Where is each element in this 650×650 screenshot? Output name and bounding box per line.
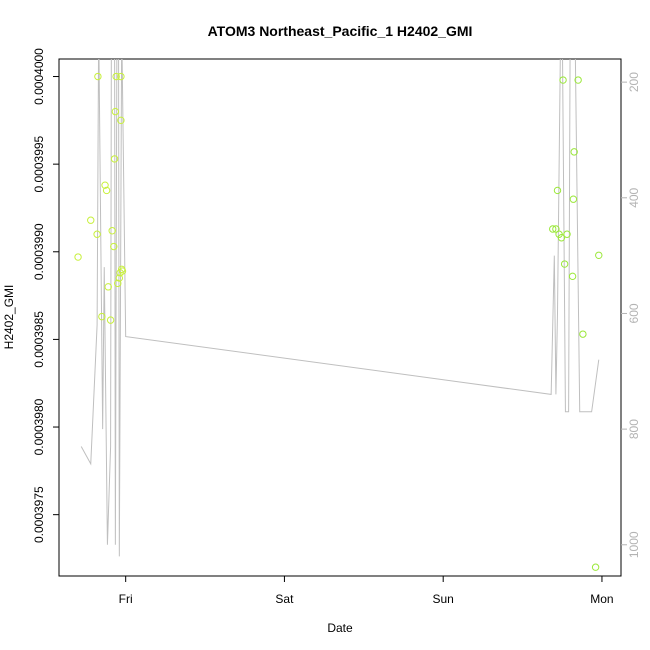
data-point (117, 72, 125, 81)
series-line (80, 59, 600, 557)
data-point (118, 267, 127, 275)
y2-tick-label: 800 (627, 419, 641, 439)
data-point (94, 72, 102, 81)
data-point (104, 283, 112, 291)
secondary-y-axis: 200 400 600 800 1000 (621, 72, 641, 558)
y2-tick-label: 400 (627, 187, 641, 207)
data-point (569, 195, 578, 203)
x-tick-label: Mon (590, 592, 613, 606)
data-point (110, 155, 119, 163)
series-layer (74, 59, 603, 571)
data-point (574, 76, 582, 84)
y-tick-label: 0.0003975 (32, 486, 46, 543)
y-tick-label: 0.0003995 (32, 135, 46, 192)
y-tick-label: 0.0003985 (32, 311, 46, 368)
data-point (108, 227, 116, 235)
data-point (591, 563, 600, 571)
data-point (106, 316, 115, 324)
plot-area (58, 58, 622, 577)
y-axis-label: H2402_GMI (2, 285, 16, 350)
data-point (93, 230, 101, 238)
data-point (115, 274, 124, 282)
data-point (112, 72, 120, 81)
data-point (116, 269, 124, 277)
data-point (557, 234, 566, 242)
data-point (560, 260, 569, 268)
y-tick-label: 0.0004000 (32, 48, 46, 105)
y2-tick-label: 600 (627, 303, 641, 323)
data-point (553, 186, 562, 195)
data-point (74, 253, 82, 261)
data-point (98, 312, 106, 321)
data-point (102, 186, 111, 195)
y2-tick-label: 1000 (627, 531, 641, 558)
y-tick-label: 0.0003980 (32, 398, 46, 455)
y2-tick-label: 200 (627, 72, 641, 92)
data-point (559, 76, 567, 84)
data-point (563, 230, 571, 238)
data-point (87, 216, 95, 224)
x-tick-label: Fri (119, 592, 133, 606)
data-point (110, 242, 118, 251)
data-point (549, 225, 557, 233)
x-axis-label: Date (327, 621, 353, 635)
chart-title: ATOM3 Northeast_Pacific_1 H2402_GMI (208, 23, 473, 39)
x-axis: Fri Sat Sun Mon (119, 576, 614, 606)
data-point (111, 107, 120, 116)
data-point (595, 251, 603, 259)
x-tick-label: Sun (433, 592, 454, 606)
data-point (114, 279, 122, 288)
data-point (101, 181, 109, 189)
data-point (570, 148, 578, 156)
data-point (568, 272, 577, 281)
y-tick-label: 0.0003990 (32, 223, 46, 280)
data-point (552, 225, 560, 233)
x-tick-label: Sat (275, 592, 294, 606)
data-point (579, 330, 587, 338)
data-point (117, 116, 125, 125)
y-axis: 0.0003975 0.0003980 0.0003985 0.0003990 0.00… (32, 48, 59, 543)
